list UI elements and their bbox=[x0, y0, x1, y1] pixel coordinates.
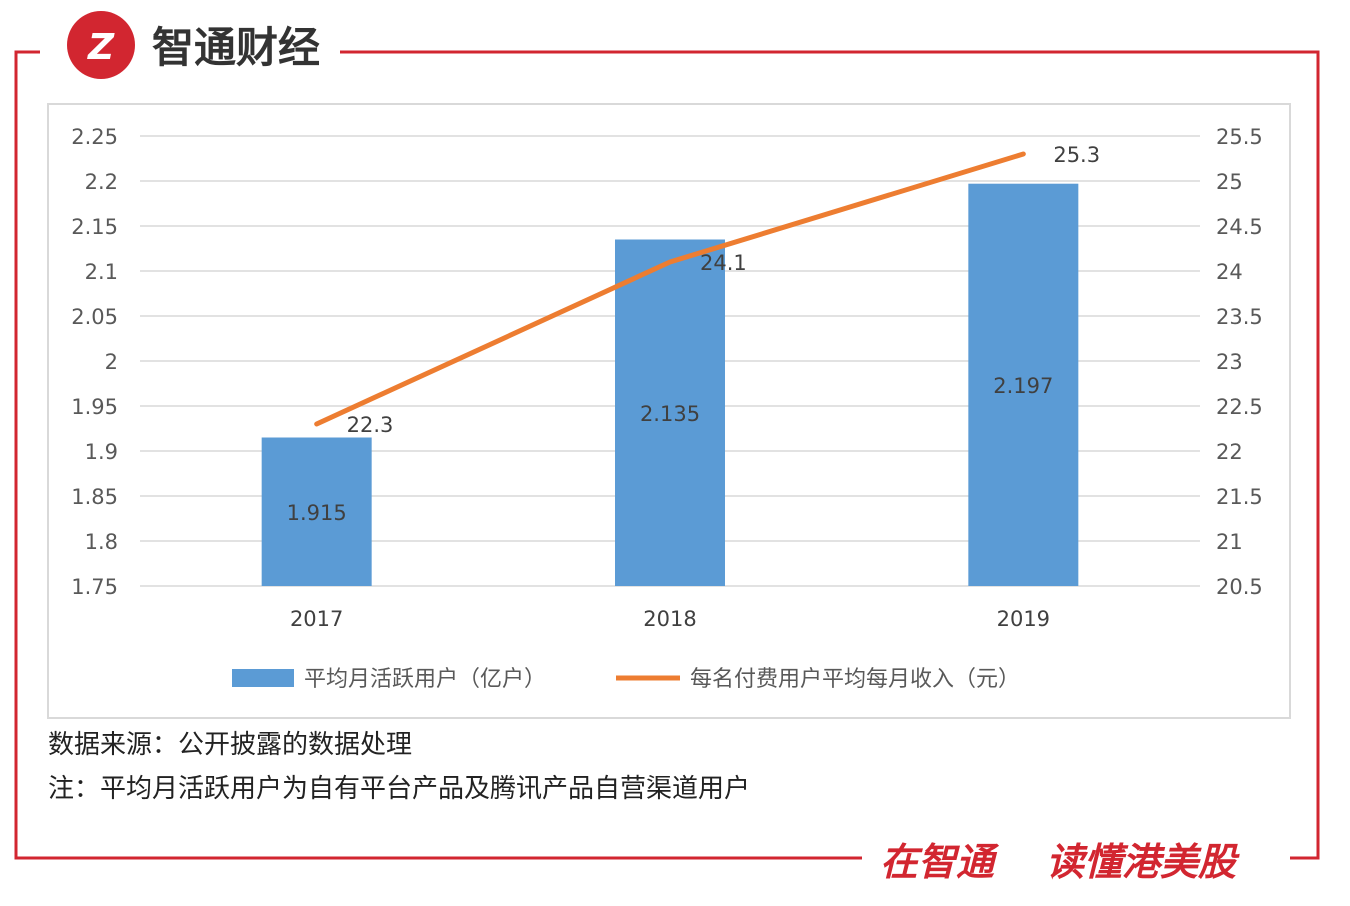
x-axis: 2017 2018 2019 bbox=[290, 607, 1050, 631]
y-left-tick-label: 2.2 bbox=[85, 170, 118, 194]
x-tick-label: 2017 bbox=[290, 607, 343, 631]
legend-bar-swatch bbox=[232, 669, 294, 687]
y-left-tick-label: 2 bbox=[105, 350, 118, 374]
bar bbox=[615, 239, 725, 586]
y-left-tick-label: 1.75 bbox=[71, 575, 118, 599]
frame-right bbox=[340, 50, 1320, 860]
y-right-tick-label: 23 bbox=[1216, 350, 1243, 374]
frame-left bbox=[14, 50, 862, 860]
line-value-label: 25.3 bbox=[1053, 143, 1100, 167]
y-right-tick-label: 20.5 bbox=[1216, 575, 1263, 599]
bar-value-label: 1.915 bbox=[287, 501, 347, 525]
y-left-tick-label: 2.05 bbox=[71, 305, 118, 329]
y-right-tick-label: 21 bbox=[1216, 530, 1243, 554]
legend-bar-label: 平均月活跃用户（亿户） bbox=[304, 667, 546, 692]
line-series bbox=[314, 151, 1026, 427]
y-left-tick-label: 2.1 bbox=[85, 260, 118, 284]
y-left-tick-label: 1.85 bbox=[71, 485, 118, 509]
y-right-tick-label: 22 bbox=[1216, 440, 1243, 464]
line-value-label: 24.1 bbox=[700, 251, 747, 275]
bar bbox=[261, 437, 372, 586]
footnote: 注：平均月活跃用户为自有平台产品及腾讯产品自营渠道用户 bbox=[48, 774, 750, 804]
y-left-tick-label: 2.25 bbox=[71, 125, 118, 149]
x-tick-label: 2019 bbox=[997, 607, 1050, 631]
y-left-tick-label: 1.95 bbox=[71, 395, 118, 419]
bar-labels: 1.915 2.135 2.197 bbox=[287, 374, 1054, 525]
y-right-tick-label: 24.5 bbox=[1216, 215, 1263, 239]
y-left-tick-label: 1.8 bbox=[85, 530, 118, 554]
y-right-tick-label: 23.5 bbox=[1216, 305, 1263, 329]
y-right-tick-label: 25 bbox=[1216, 170, 1243, 194]
legend-line-label: 每名付费用户平均每月收入（元） bbox=[690, 667, 1020, 692]
x-tick-label: 2018 bbox=[643, 607, 696, 631]
y-right-tick-label: 25.5 bbox=[1216, 125, 1263, 149]
y-axis-left: 2.25 2.2 2.15 2.1 2.05 2 1.95 1.9 1.85 1.8 1.75 bbox=[71, 125, 118, 599]
logo-badge-icon bbox=[67, 11, 135, 79]
source-note: 数据来源：公开披露的数据处理 bbox=[48, 730, 412, 760]
legend: 平均月活跃用户（亿户） 每名付费用户平均每月收入（元） bbox=[232, 667, 1020, 692]
slogan-left: 在智通 bbox=[880, 840, 1000, 884]
y-left-tick-label: 1.9 bbox=[85, 440, 118, 464]
y-right-tick-label: 21.5 bbox=[1216, 485, 1263, 509]
y-axis-right: 25.5 25 24.5 24 23.5 23 22.5 22 21.5 21 20.5 bbox=[1216, 125, 1263, 599]
brand-frame bbox=[14, 50, 1320, 860]
bar bbox=[968, 183, 1079, 586]
bar-value-label: 2.135 bbox=[640, 402, 700, 426]
slogan-right: 读懂港美股 bbox=[1046, 840, 1240, 884]
line-value-label: 22.3 bbox=[347, 413, 394, 437]
logo-text: 智通财经 bbox=[152, 23, 320, 72]
logo-mark: Z bbox=[87, 27, 115, 68]
bar-series bbox=[261, 183, 1079, 586]
y-right-tick-label: 24 bbox=[1216, 260, 1243, 284]
logo: Z 智通财经 bbox=[67, 11, 320, 79]
y-left-tick-label: 2.15 bbox=[71, 215, 118, 239]
bar-value-label: 2.197 bbox=[993, 374, 1053, 398]
y-right-tick-label: 22.5 bbox=[1216, 395, 1263, 419]
line-labels: 22.3 24.1 25.3 bbox=[347, 143, 1100, 437]
